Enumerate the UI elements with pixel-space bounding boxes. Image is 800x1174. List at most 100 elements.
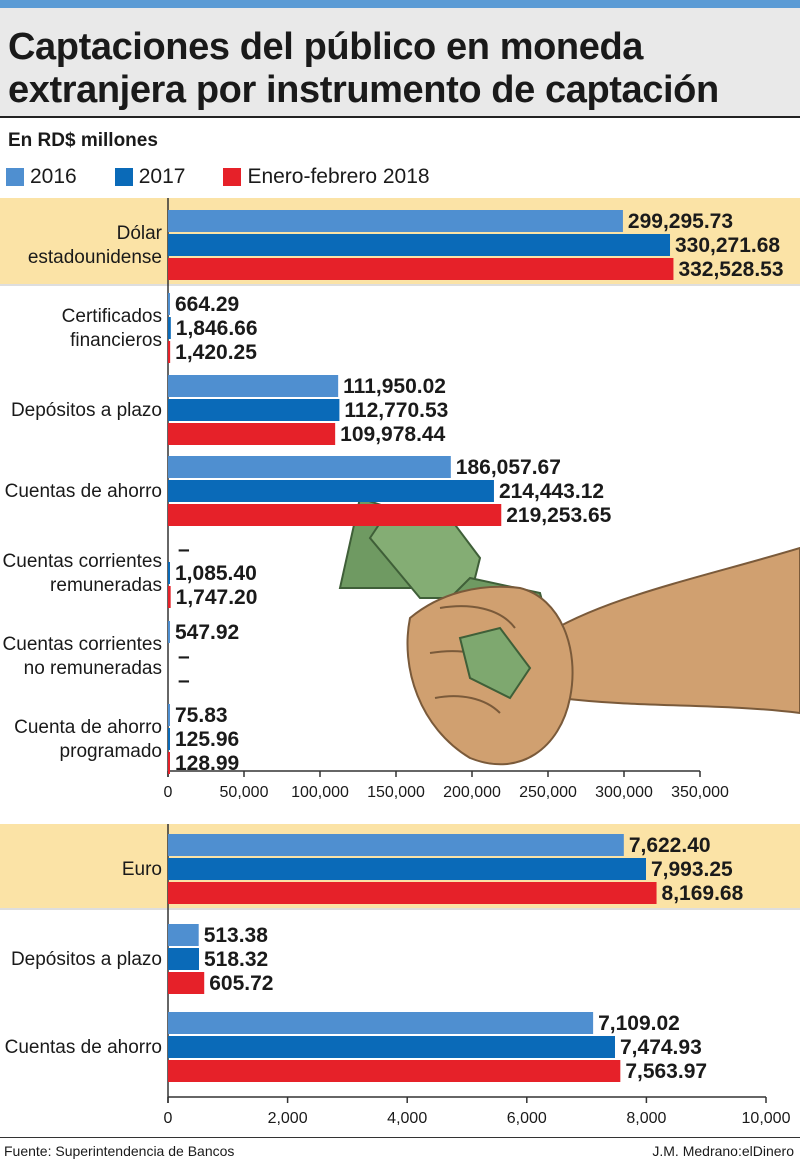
value-label: 112,770.53	[344, 399, 448, 422]
category-label-cuentas-corrientes-remuneradas: Cuentas corrientes	[3, 551, 162, 572]
bar-dolar-estadounidense-2016	[168, 210, 623, 232]
x-tick-label: 10,000	[742, 1110, 791, 1127]
value-label: 1,846.66	[176, 317, 258, 340]
legend-item-2017: 2017	[114, 165, 186, 189]
value-label: –	[178, 669, 190, 692]
bar-certificados-financieros-2016	[168, 293, 170, 315]
category-label-cuentas-corrientes-no-remuneradas: Cuentas corrientes	[3, 634, 162, 655]
bar-euro-2016	[168, 834, 624, 856]
legend-swatch-2017	[114, 168, 133, 186]
bar-dolar-estadounidense-2017	[168, 234, 671, 256]
euro-bar-chart: 0 2,000 4,000 6,000 8,000 10,000Euro7,622.407…	[0, 824, 800, 1127]
category-label-depositos-a-plazo: Depósitos a plazo	[11, 949, 162, 970]
chart-title: Captaciones del público en moneda extran…	[8, 26, 793, 112]
category-label-cuentas-de-ahorro: Cuentas de ahorro	[5, 481, 162, 502]
value-label: 1,420.25	[175, 341, 257, 364]
category-label-certificados-financieros: Certificados	[62, 306, 162, 327]
value-label: 75.83	[175, 704, 228, 727]
bar-cuenta-de-ahorro-programado-2016	[168, 704, 170, 726]
value-label: 7,622.40	[629, 834, 711, 857]
bar-cuentas-corrientes-remuneradas-2018	[168, 586, 171, 608]
value-label: 125.96	[175, 728, 239, 751]
bar-dolar-estadounidense-2018	[168, 258, 674, 280]
category-label-certificados-financieros: financieros	[70, 330, 162, 351]
bar-cuentas-de-ahorro-2016	[168, 456, 451, 478]
x-tick-label: 6,000	[507, 1110, 547, 1127]
title-line-1: Captaciones del público en moneda	[8, 26, 644, 68]
header-divider	[0, 116, 800, 118]
value-label: 518.32	[204, 948, 268, 971]
category-label-cuentas-corrientes-no-remuneradas: no remuneradas	[24, 658, 162, 679]
value-label: 1,747.20	[176, 586, 258, 609]
x-tick-label: 2,000	[268, 1110, 308, 1127]
bar-depositos-a-plazo-2018	[168, 972, 205, 994]
category-label-euro: Euro	[122, 859, 162, 880]
bar-cuentas-corrientes-no-remuneradas-2016	[168, 621, 170, 643]
x-tick-label: 50,000	[220, 784, 269, 801]
value-label: 330,271.68	[675, 234, 780, 257]
value-label: 605.72	[209, 972, 273, 995]
category-label-cuentas-corrientes-remuneradas: remuneradas	[50, 575, 162, 596]
x-tick-label: 350,000	[671, 784, 729, 801]
bar-cuentas-de-ahorro-2017	[168, 1036, 616, 1058]
bar-certificados-financieros-2017	[168, 317, 171, 339]
value-label: 186,057.67	[456, 456, 561, 479]
bar-depositos-a-plazo-2018	[168, 423, 336, 445]
bar-cuentas-corrientes-remuneradas-2017	[168, 562, 170, 584]
legend-label-2016: 2016	[30, 165, 77, 188]
legend-swatch-2018	[223, 168, 242, 186]
value-label: 7,109.02	[598, 1012, 680, 1035]
bar-depositos-a-plazo-2016	[168, 924, 199, 946]
value-label: 7,474.93	[620, 1036, 702, 1059]
category-label-cuentas-de-ahorro: Cuentas de ahorro	[5, 1037, 162, 1058]
value-label: 1,085.40	[175, 562, 257, 585]
category-label-dolar-estadounidense: Dólar	[117, 223, 163, 244]
bar-cuentas-de-ahorro-2018	[168, 1060, 621, 1082]
value-label: 128.99	[175, 752, 239, 775]
bar-cuentas-de-ahorro-2017	[168, 480, 494, 502]
value-label: 664.29	[175, 293, 239, 316]
bar-depositos-a-plazo-2017	[168, 399, 340, 421]
value-label: 214,443.12	[499, 480, 604, 503]
legend: 2016 2017 Enero-febrero 2018	[6, 164, 468, 190]
legend-item-2018: Enero-febrero 2018	[223, 165, 430, 189]
bar-euro-2017	[168, 858, 646, 880]
value-label: 109,978.44	[340, 423, 445, 446]
value-label: 547.92	[175, 621, 239, 644]
legend-swatch-2016	[6, 168, 24, 186]
value-label: 111,950.02	[343, 375, 446, 398]
x-tick-label: 0	[164, 784, 173, 801]
value-label: 219,253.65	[506, 504, 611, 527]
usd-bar-chart: 0 50,000 100,000 150,000 200,000 250,000 300,0…	[0, 198, 800, 801]
legend-label-2017: 2017	[138, 165, 186, 188]
bar-certificados-financieros-2018	[168, 341, 171, 363]
footer-divider	[0, 1137, 800, 1138]
category-label-depositos-a-plazo: Depósitos a plazo	[11, 400, 162, 421]
x-tick-label: 300,000	[595, 784, 653, 801]
category-label-cuenta-de-ahorro-programado: programado	[60, 741, 162, 762]
top-accent-bar	[0, 0, 800, 8]
credit-note: J.M. Medrano:elDinero	[652, 1143, 794, 1159]
category-label-dolar-estadounidense: estadounidense	[28, 247, 162, 268]
value-label: 513.38	[204, 924, 269, 947]
value-label: 299,295.73	[628, 210, 733, 233]
x-tick-label: 100,000	[291, 784, 349, 801]
legend-item-2016: 2016	[6, 165, 77, 189]
bar-cuenta-de-ahorro-programado-2017	[168, 728, 170, 750]
bar-cuentas-de-ahorro-2016	[168, 1012, 594, 1034]
x-tick-label: 150,000	[367, 784, 425, 801]
bar-cuenta-de-ahorro-programado-2018	[168, 752, 170, 774]
x-tick-label: 4,000	[387, 1110, 427, 1127]
source-note: Fuente: Superintendencia de Bancos	[4, 1143, 235, 1159]
legend-label-2018: Enero-febrero 2018	[247, 165, 430, 188]
unit-label: En RD$ millones	[8, 130, 158, 151]
value-label: 7,993.25	[651, 858, 733, 881]
value-label: –	[178, 645, 190, 668]
hand-with-money-illustration	[338, 496, 800, 766]
bar-depositos-a-plazo-2016	[168, 375, 339, 397]
value-label: 332,528.53	[678, 258, 783, 281]
bar-euro-2018	[168, 882, 657, 904]
x-tick-label: 200,000	[443, 784, 501, 801]
x-tick-label: 250,000	[519, 784, 577, 801]
banknote-icon	[458, 626, 532, 700]
